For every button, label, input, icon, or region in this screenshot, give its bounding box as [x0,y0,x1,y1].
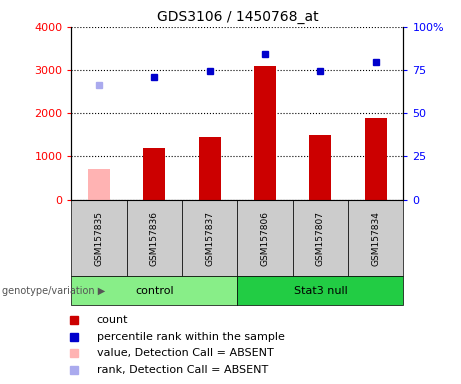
Bar [293,200,348,276]
Bar [365,118,387,200]
Bar [237,200,293,276]
Text: control: control [135,286,174,296]
Bar [143,148,165,200]
Bar [348,200,403,276]
Text: GSM157834: GSM157834 [371,211,380,265]
Text: GSM157806: GSM157806 [260,210,270,266]
Bar [199,137,221,200]
Text: GSM157836: GSM157836 [150,210,159,266]
Bar [309,135,331,200]
Text: genotype/variation ▶: genotype/variation ▶ [2,286,106,296]
Bar [71,200,127,276]
Text: Stat3 null: Stat3 null [294,286,347,296]
Bar [71,276,237,305]
Text: GSM157837: GSM157837 [205,210,214,266]
Text: count: count [97,315,128,325]
Bar [88,169,110,200]
Text: percentile rank within the sample: percentile rank within the sample [97,332,285,342]
Text: GSM157835: GSM157835 [95,210,104,266]
Text: rank, Detection Call = ABSENT: rank, Detection Call = ABSENT [97,365,268,375]
Text: GSM157807: GSM157807 [316,210,325,266]
Title: GDS3106 / 1450768_at: GDS3106 / 1450768_at [157,10,318,25]
Text: value, Detection Call = ABSENT: value, Detection Call = ABSENT [97,348,273,358]
Bar [182,200,237,276]
Bar [254,66,276,200]
Bar [127,200,182,276]
Bar [237,276,403,305]
